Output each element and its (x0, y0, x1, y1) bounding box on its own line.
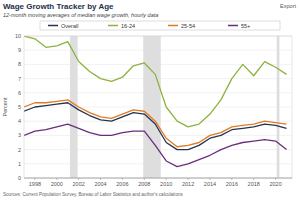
x-tick (56, 178, 57, 180)
x-tick-label: 2008 (138, 181, 150, 187)
series-line (24, 103, 287, 150)
legend-box (40, 21, 280, 30)
y-axis-label: Percent (2, 97, 8, 116)
x-tick-label: 2012 (182, 181, 194, 187)
y-tick-label: 10 (15, 33, 21, 39)
legend: Overall 16-24 25-54 55+ (40, 21, 280, 30)
x-tick-label: 2020 (269, 181, 281, 187)
y-tick-label: 3 (18, 132, 21, 138)
legend-label: 25-54 (181, 23, 195, 29)
legend-label: 16-24 (121, 23, 135, 29)
x-tick-label: 2002 (73, 181, 85, 187)
recession-band (277, 36, 280, 178)
y-tick-label: 6 (18, 90, 21, 96)
background (0, 0, 300, 200)
y-tick-label: 2 (18, 147, 21, 153)
x-tick (34, 178, 35, 180)
x-tick (209, 178, 210, 180)
y-tick-label: 9 (18, 47, 21, 53)
legend-label: Overall (61, 23, 78, 29)
y-tick-label: 7 (18, 76, 21, 82)
x-tick (122, 178, 123, 180)
x-tick-label: 1998 (29, 181, 41, 187)
x-tick (231, 178, 232, 180)
y-tick-label: 4 (18, 118, 21, 124)
title: Wage Growth Tracker by Age (3, 2, 114, 11)
x-tick-label: 2010 (160, 181, 172, 187)
y-tick-label: 1 (18, 161, 21, 167)
legend-swatch (168, 25, 178, 27)
subtitle: 12-month moving averages of median wage … (3, 12, 158, 18)
x-tick (253, 178, 254, 180)
x-tick-label: 2004 (94, 181, 106, 187)
source-note: Sources: Current Population Survey, Bure… (3, 192, 183, 197)
legend-label: 55+ (241, 23, 250, 29)
series-line (24, 124, 287, 167)
x-tick-label: 2006 (116, 181, 128, 187)
x-tick (78, 178, 79, 180)
legend-swatch (48, 25, 58, 27)
x-tick (188, 178, 189, 180)
chart: Wage Growth Tracker by Age12-month movin… (0, 0, 300, 200)
y-tick-label: 0 (18, 175, 21, 181)
plot-area (24, 36, 287, 178)
legend-swatch (228, 25, 238, 27)
x-tick (166, 178, 167, 180)
x-axis (24, 178, 292, 179)
x-tick-label: 2016 (226, 181, 238, 187)
legend-swatch (108, 25, 118, 27)
plot-frame (24, 36, 292, 178)
x-tick (100, 178, 101, 180)
y-tick-label: 5 (18, 104, 21, 110)
recession-band (143, 36, 161, 178)
export-button[interactable]: Export (280, 3, 296, 9)
y-tick-label: 8 (18, 61, 21, 67)
x-tick (275, 178, 276, 180)
x-tick-label: 2000 (51, 181, 63, 187)
x-tick (144, 178, 145, 180)
x-tick-label: 2014 (204, 181, 216, 187)
x-tick-label: 2018 (248, 181, 260, 187)
series-line (24, 36, 287, 127)
